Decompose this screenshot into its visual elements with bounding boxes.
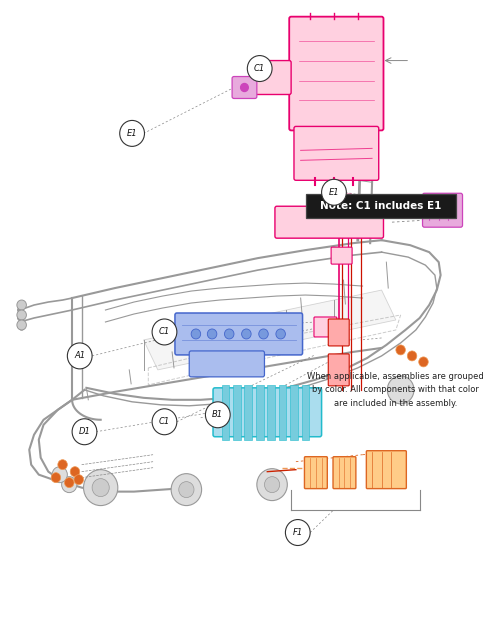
FancyBboxPatch shape <box>324 194 352 214</box>
FancyBboxPatch shape <box>304 456 328 489</box>
Circle shape <box>408 351 417 361</box>
FancyBboxPatch shape <box>189 351 264 377</box>
Text: C1: C1 <box>159 417 170 426</box>
Circle shape <box>17 310 26 320</box>
Circle shape <box>208 329 217 339</box>
Text: B1: B1 <box>212 410 224 419</box>
FancyBboxPatch shape <box>275 206 384 238</box>
Circle shape <box>17 320 26 330</box>
Circle shape <box>52 467 68 482</box>
Circle shape <box>276 329 285 339</box>
Circle shape <box>322 179 346 205</box>
Circle shape <box>62 477 77 492</box>
FancyBboxPatch shape <box>333 456 356 489</box>
Circle shape <box>17 300 26 310</box>
Text: Note: C1 includes E1: Note: C1 includes E1 <box>320 201 442 211</box>
Bar <box>222 385 229 440</box>
FancyBboxPatch shape <box>294 127 378 180</box>
Bar <box>278 385 286 440</box>
Bar <box>290 385 298 440</box>
FancyBboxPatch shape <box>232 77 257 99</box>
Circle shape <box>179 482 194 498</box>
Circle shape <box>257 468 288 501</box>
Circle shape <box>152 319 177 345</box>
Bar <box>302 385 309 440</box>
Circle shape <box>64 478 74 487</box>
Circle shape <box>58 460 68 470</box>
Circle shape <box>68 343 92 369</box>
Circle shape <box>240 84 248 92</box>
FancyBboxPatch shape <box>331 247 352 264</box>
FancyBboxPatch shape <box>289 16 384 130</box>
Circle shape <box>70 467 80 477</box>
Circle shape <box>418 357 428 367</box>
FancyBboxPatch shape <box>251 61 291 94</box>
Circle shape <box>191 329 200 339</box>
Text: C1: C1 <box>254 64 266 73</box>
Circle shape <box>152 409 177 435</box>
Text: D1: D1 <box>78 427 90 436</box>
FancyBboxPatch shape <box>422 193 463 227</box>
Bar <box>244 385 252 440</box>
Circle shape <box>206 402 230 428</box>
Circle shape <box>388 376 414 404</box>
Circle shape <box>258 329 268 339</box>
FancyBboxPatch shape <box>366 451 406 489</box>
Circle shape <box>92 479 109 497</box>
Text: A1: A1 <box>74 351 86 360</box>
Circle shape <box>264 477 280 492</box>
Text: C1: C1 <box>159 327 170 337</box>
Text: F1: F1 <box>292 528 303 537</box>
Circle shape <box>396 345 406 355</box>
Text: When applicable, assemblies are grouped
by color. All components with that color: When applicable, assemblies are grouped … <box>308 372 484 408</box>
Bar <box>233 385 240 440</box>
Bar <box>256 385 264 440</box>
Bar <box>268 385 275 440</box>
Circle shape <box>51 473 60 482</box>
Polygon shape <box>144 290 396 370</box>
Text: E1: E1 <box>328 188 340 197</box>
Circle shape <box>84 470 118 506</box>
Circle shape <box>248 56 272 82</box>
Circle shape <box>286 520 310 546</box>
FancyBboxPatch shape <box>314 317 337 337</box>
Text: E1: E1 <box>127 129 138 138</box>
FancyBboxPatch shape <box>328 354 349 386</box>
Circle shape <box>72 419 97 445</box>
FancyBboxPatch shape <box>213 388 322 437</box>
FancyBboxPatch shape <box>306 194 456 218</box>
FancyBboxPatch shape <box>328 319 349 346</box>
Circle shape <box>224 329 234 339</box>
Circle shape <box>242 329 251 339</box>
Circle shape <box>74 475 84 485</box>
FancyBboxPatch shape <box>175 313 302 355</box>
Circle shape <box>120 120 144 146</box>
Circle shape <box>171 473 202 506</box>
